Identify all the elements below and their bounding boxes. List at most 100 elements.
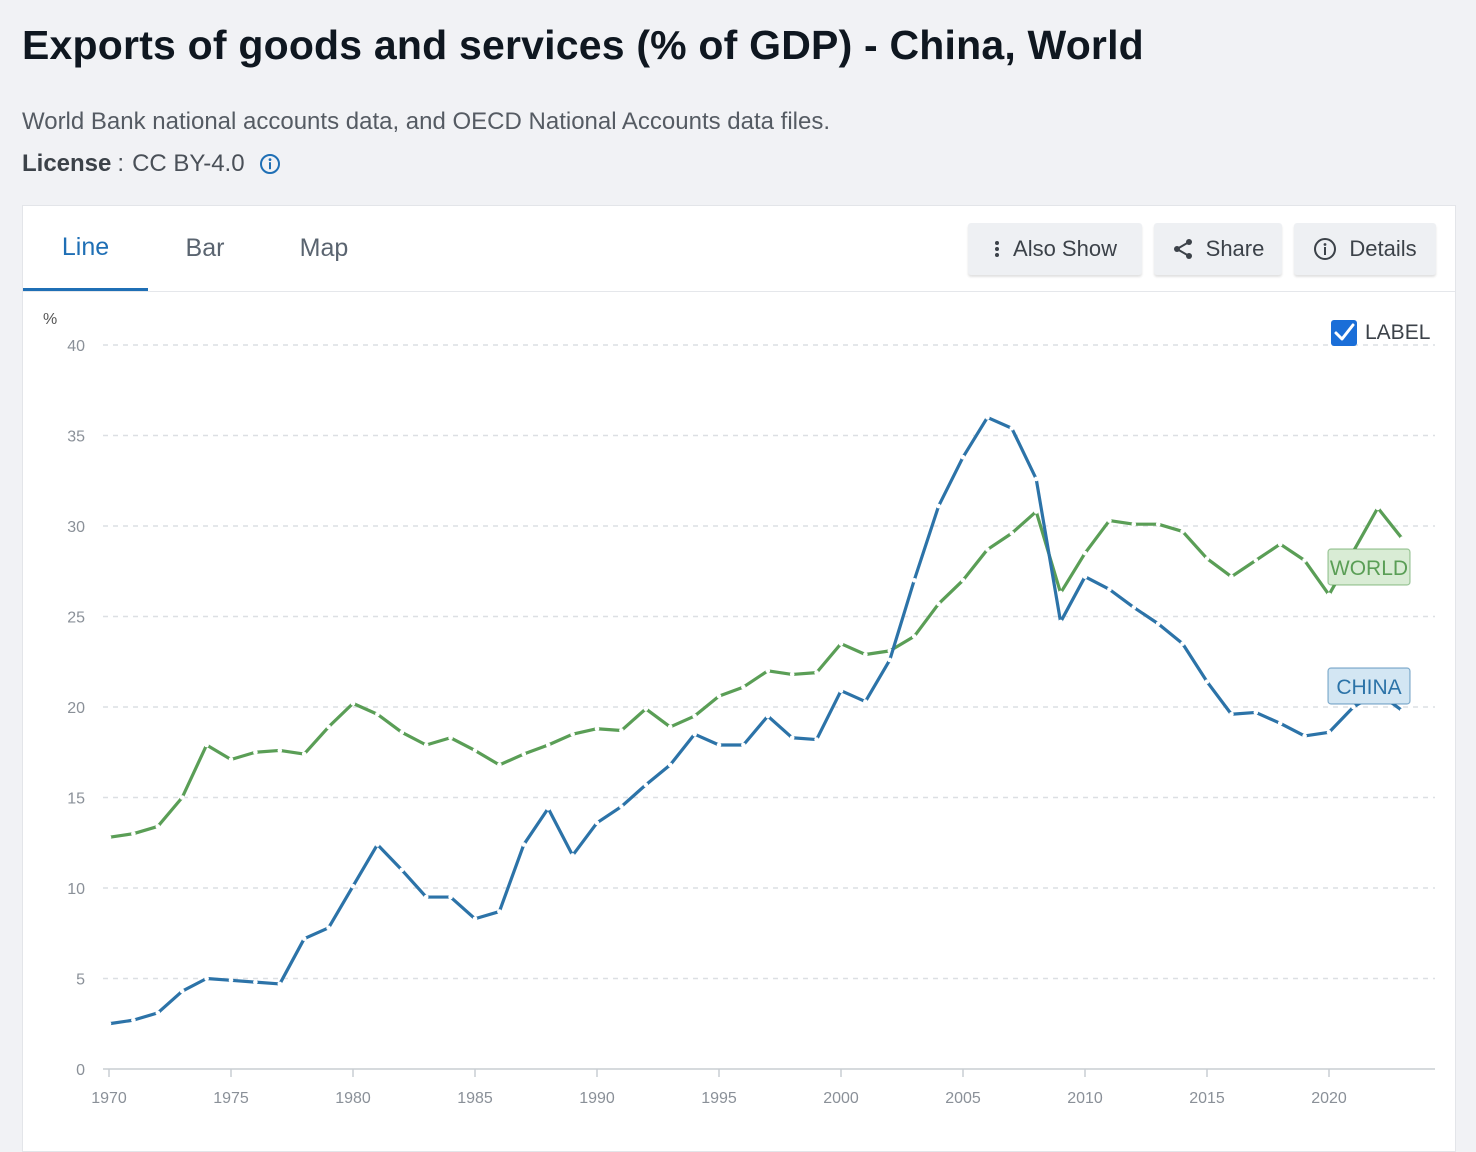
y-tick-label: 0 — [76, 1062, 85, 1079]
y-tick-label: 15 — [67, 791, 85, 808]
info-icon[interactable] — [259, 153, 281, 175]
data-point — [326, 724, 331, 730]
data-point — [643, 706, 649, 712]
data-point — [594, 726, 600, 732]
data-point — [1229, 711, 1234, 717]
series-tag-china: CHINA — [1327, 667, 1411, 705]
y-tick-label: 30 — [67, 519, 85, 536]
data-point — [1033, 509, 1039, 514]
license-value: CC BY-4.0 — [132, 150, 245, 177]
data-point — [765, 668, 771, 674]
share-label: Share — [1205, 236, 1265, 261]
info-circle-icon — [1313, 237, 1337, 261]
data-point — [838, 641, 844, 646]
data-point — [301, 936, 307, 941]
tab-map[interactable]: Map — [299, 234, 349, 262]
tab-line[interactable]: Line — [23, 206, 148, 291]
y-unit-label: % — [43, 311, 57, 328]
data-point — [814, 670, 819, 675]
data-point — [619, 728, 624, 733]
x-tick-label: 2010 — [1067, 1090, 1103, 1107]
label-toggle[interactable]: LABEL — [1331, 320, 1430, 346]
data-point — [911, 634, 917, 639]
data-point — [350, 883, 356, 889]
more-vertical-icon — [993, 239, 1001, 259]
y-tick-label: 35 — [67, 429, 85, 446]
data-point — [1058, 619, 1063, 625]
data-point — [1082, 574, 1088, 579]
data-point — [472, 916, 478, 922]
x-axis: 1970 1975 1980 1985 1990 1995 2000 2005 2010 2015… — [91, 1068, 1435, 1107]
data-point — [375, 842, 380, 847]
data-point — [1204, 556, 1210, 561]
series-china — [106, 415, 1405, 1027]
x-tick-label: 2005 — [945, 1090, 981, 1107]
data-point — [521, 842, 527, 847]
data-point — [228, 978, 234, 983]
data-point — [814, 737, 819, 742]
tab-bar[interactable]: Bar — [185, 234, 225, 262]
data-point — [423, 742, 429, 748]
tag-label: CHINA — [1336, 676, 1401, 699]
data-point — [741, 684, 746, 690]
data-point — [497, 909, 502, 914]
data-point — [448, 894, 453, 900]
data-point — [277, 748, 283, 753]
y-tick-label: 40 — [67, 338, 85, 355]
data-point — [960, 578, 966, 583]
data-point — [1131, 605, 1137, 610]
data-point — [545, 742, 551, 748]
data-point — [106, 835, 112, 840]
data-point — [399, 867, 405, 873]
x-tick-label: 1975 — [213, 1090, 249, 1107]
data-point — [1277, 541, 1283, 547]
tag-box — [1327, 667, 1411, 705]
data-point — [179, 795, 185, 800]
data-point — [1082, 550, 1088, 556]
data-point — [131, 831, 136, 836]
data-point — [277, 981, 283, 987]
series-world — [106, 505, 1405, 840]
also-show-button[interactable]: Also Show — [968, 223, 1142, 275]
data-point — [1180, 641, 1185, 646]
share-button[interactable]: Share — [1154, 223, 1282, 275]
data-point — [789, 735, 795, 741]
license-line: License : CC BY-4.0 — [22, 150, 281, 178]
x-tick-label: 1995 — [701, 1090, 737, 1107]
data-point — [936, 601, 941, 607]
x-tick-label: 1970 — [91, 1090, 127, 1107]
data-point — [570, 853, 575, 858]
data-point — [1302, 733, 1307, 739]
data-point — [179, 988, 185, 994]
data-point — [1229, 574, 1234, 579]
license-separator: : — [117, 150, 125, 177]
share-icon — [1172, 238, 1194, 260]
data-point — [1326, 730, 1332, 735]
data-point — [497, 762, 502, 768]
data-point — [960, 454, 966, 460]
tag-box — [1327, 548, 1411, 586]
data-point — [887, 657, 893, 663]
x-tick-label: 1980 — [335, 1090, 371, 1107]
data-point — [228, 757, 234, 762]
data-point — [1058, 590, 1063, 596]
data-point — [594, 820, 600, 826]
data-point — [106, 1021, 112, 1027]
data-point — [667, 724, 673, 730]
details-button[interactable]: Details — [1294, 223, 1436, 275]
data-point — [1204, 679, 1210, 684]
series-lines — [106, 415, 1405, 1027]
data-point — [789, 672, 795, 677]
data-point — [863, 652, 868, 657]
y-tick-label: 20 — [67, 700, 85, 717]
series-tag-world: WORLD — [1327, 548, 1411, 586]
x-tick-label: 2015 — [1189, 1090, 1225, 1107]
data-point — [716, 742, 722, 748]
data-point — [716, 693, 722, 699]
y-tick-label: 25 — [67, 610, 85, 627]
data-point — [472, 748, 478, 753]
data-point — [692, 713, 697, 719]
data-point — [155, 1010, 161, 1016]
data-point — [1326, 592, 1332, 598]
